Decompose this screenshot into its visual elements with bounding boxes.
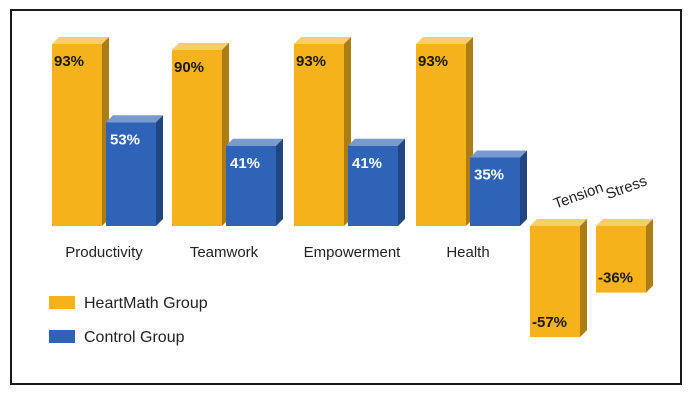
bar-heartmath-empowerment-top: [294, 37, 351, 44]
value-label-heartmath: 93%: [296, 53, 326, 70]
legend-label: Control Group: [84, 329, 185, 346]
bar-heartmath-teamwork-top: [172, 42, 229, 50]
bar-heartmath-productivity-top: [52, 37, 109, 44]
bar-control-health: [470, 157, 520, 226]
bar-heartmath-stress-top: [596, 219, 653, 226]
value-label-heartmath: 90%: [174, 59, 204, 76]
bar-heartmath-empowerment: [294, 44, 344, 226]
value-label-heartmath: 93%: [54, 53, 84, 70]
value-label-heartmath: 93%: [418, 53, 448, 70]
category-label: Tension: [551, 179, 605, 213]
bar-heartmath-teamwork: [172, 49, 222, 226]
bar-heartmath-tension-side: [580, 219, 587, 338]
bar-heartmath-tension-top: [530, 219, 587, 226]
category-label: Productivity: [65, 244, 143, 261]
value-label-control: 35%: [474, 167, 504, 184]
bar-heartmath-stress: [596, 226, 646, 293]
legend-label: HeartMath Group: [84, 295, 208, 312]
value-label-heartmath: -36%: [598, 270, 633, 287]
bar-control-teamwork-top: [226, 138, 283, 146]
bar-control-health-top: [470, 150, 527, 158]
bar-control-empowerment-side: [398, 138, 405, 226]
bar-control-teamwork: [226, 145, 276, 226]
legend-swatch: [49, 330, 75, 343]
bar-heartmath-productivity: [52, 44, 102, 226]
bar-control-empowerment-top: [348, 138, 405, 146]
bar-heartmath-health: [416, 44, 466, 226]
value-label-control: 53%: [110, 131, 140, 148]
bar-control-empowerment: [348, 145, 398, 226]
category-label: Health: [446, 244, 489, 261]
bar-control-productivity-top: [106, 115, 163, 123]
bar-control-health-side: [520, 150, 527, 226]
value-label-heartmath: -57%: [532, 314, 567, 331]
legend-swatch: [49, 296, 75, 309]
category-label: Empowerment: [304, 244, 402, 261]
bar-control-productivity: [106, 122, 156, 226]
bar-control-productivity-side: [156, 115, 163, 226]
category-label: Stress: [604, 173, 650, 204]
value-label-control: 41%: [352, 155, 382, 172]
bar-control-teamwork-side: [276, 138, 283, 226]
bar-heartmath-stress-side: [646, 219, 653, 293]
value-label-control: 41%: [230, 155, 260, 172]
bar-heartmath-health-top: [416, 37, 473, 44]
bar-heartmath-tension: [530, 226, 580, 338]
category-label: Teamwork: [190, 244, 259, 261]
